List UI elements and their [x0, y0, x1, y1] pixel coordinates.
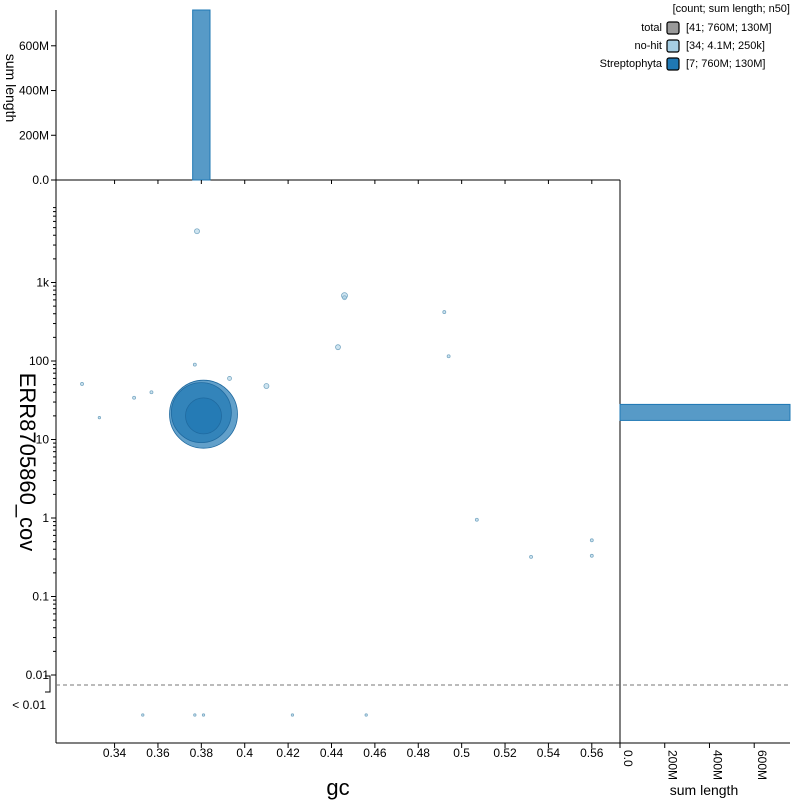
x-tick-label: 0.36: [146, 746, 170, 760]
top-panel-y-ticks: 0.0 200M 400M 600M: [19, 39, 56, 187]
scatter-point-no-hit: [589, 553, 594, 558]
top-y-tick-label: 600M: [19, 39, 49, 53]
y-tick-label: 0.1: [32, 590, 49, 604]
scatter-point-no-hit: [364, 713, 368, 717]
y-tick-label: 1: [42, 511, 49, 525]
legend-title: [count; sum length; n50]: [673, 3, 790, 15]
y-tick-label: 100: [29, 354, 49, 368]
top-histogram-bar: [192, 9, 211, 181]
legend-stats: [41; 760M; 130M]: [686, 22, 772, 34]
scatter-point-no-hit: [442, 310, 447, 314]
top-y-tick-label: 200M: [19, 128, 49, 142]
legend-swatch: [666, 57, 680, 71]
scatter-point-no-hit: [193, 713, 197, 717]
legend-label: Streptophyta: [600, 58, 663, 70]
x-tick-label: 0.4: [236, 746, 253, 760]
scatter-point-no-hit: [335, 344, 341, 351]
x-tick-label: 0.5: [453, 746, 470, 760]
x-tick-label: 0.44: [320, 746, 344, 760]
right-x-tick-label: 200M: [666, 750, 680, 780]
scatter-point-no-hit: [529, 554, 533, 559]
right-panel-x-label: sum length: [670, 782, 738, 798]
scatter-point-no-hit: [192, 362, 197, 367]
top-histogram: [192, 9, 211, 181]
right-x-tick-label: 400M: [710, 750, 724, 780]
x-tick-label: 0.48: [407, 746, 431, 760]
scatter-point-no-hit: [263, 383, 270, 389]
scatter-point-no-hit: [227, 376, 232, 381]
scatter-point-no-hit: [132, 395, 136, 400]
low-bin-bracket: [45, 675, 51, 693]
x-axis-ticks: 0.34 0.36 0.38 0.4 0.42 0.44 0.46 0.48 0.5 0.52 0.…: [103, 180, 604, 760]
scatter-point-no-hit: [589, 538, 594, 543]
top-y-tick-label: 0.0: [32, 173, 49, 187]
scatter-point-no-hit: [149, 390, 154, 395]
top-y-tick-label: 400M: [19, 84, 49, 98]
y-tick-label: 10: [36, 433, 50, 447]
x-tick-label: 0.46: [363, 746, 387, 760]
right-x-tick-label: 600M: [755, 750, 769, 780]
y-axis-label: ERR8705860_cov: [15, 373, 40, 552]
x-tick-label: 0.56: [580, 746, 604, 760]
scatter-point-no-hit: [342, 295, 347, 301]
scatter-point-no-hit: [201, 713, 206, 717]
scatter-point-no-hit: [141, 713, 145, 717]
legend: total [41; 760M; 130M] no-hit [34; 4.1M; 25…: [600, 21, 772, 71]
right-x-tick-label: 0.0: [621, 750, 635, 767]
legend-swatch: [666, 39, 680, 53]
x-tick-label: 0.42: [276, 746, 300, 760]
legend-stats: [7; 760M; 130M]: [686, 58, 766, 70]
scatter-points: [80, 228, 594, 717]
scatter-point-no-hit: [97, 416, 101, 420]
top-panel-y-label: sum length: [3, 54, 19, 122]
right-histogram-bar: [619, 403, 791, 421]
scatter-point-no-hit: [290, 713, 295, 717]
right-histogram: [619, 403, 791, 421]
scatter-point-streptophyta: [185, 397, 222, 435]
x-tick-label: 0.52: [493, 746, 517, 760]
legend-swatch: [666, 21, 680, 35]
scatter-point-no-hit: [194, 228, 200, 235]
x-tick-label: 0.34: [103, 746, 127, 760]
x-tick-label: 0.38: [190, 746, 214, 760]
main-panel: [55, 179, 621, 744]
legend-label: total: [641, 22, 662, 34]
y-tick-label: 0.01: [26, 668, 50, 682]
legend-label: no-hit: [634, 40, 662, 52]
right-panel-x-ticks: 0.0 200M 400M 600M: [619, 743, 769, 780]
y-tick-label: 1k: [36, 276, 50, 290]
legend-stats: [34; 4.1M; 250k]: [686, 40, 765, 52]
scatter-point-no-hit: [474, 517, 479, 522]
y-axis-ticks: 1k 100 10 1 0.1 0.01: [26, 207, 56, 682]
low-bin-label: < 0.01: [12, 698, 46, 712]
x-tick-label: 0.54: [537, 746, 561, 760]
scatter-point-no-hit: [446, 354, 451, 359]
scatter-point-no-hit: [80, 382, 84, 386]
x-axis-label: gc: [326, 775, 349, 800]
